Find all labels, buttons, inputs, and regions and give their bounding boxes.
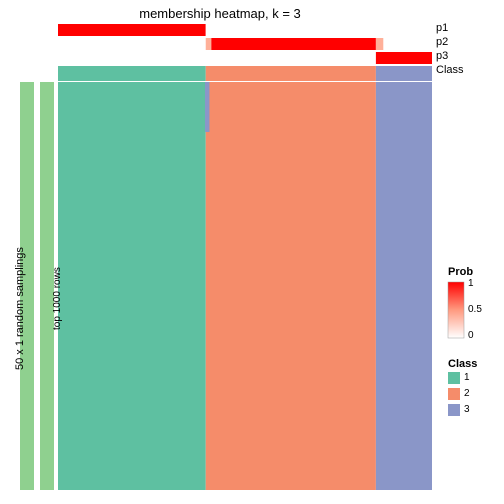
legend-prob-title: Prob (448, 266, 473, 278)
legend-class-swatch (448, 372, 460, 384)
heatmap-svg (0, 0, 504, 504)
annot-label-class: Class (436, 64, 464, 76)
legend-prob-tick-05: 0.5 (468, 304, 482, 315)
legend-class-title: Class (448, 358, 477, 370)
legend-class-swatch (448, 388, 460, 400)
annot-label-p1: p1 (436, 22, 448, 34)
outer-left-axis-label: 50 x 1 random samplings (14, 247, 26, 370)
legend-prob-tick-0: 0 (468, 330, 474, 341)
legend-class-label: 2 (464, 388, 470, 399)
legend-prob-tick-1: 1 (468, 278, 474, 289)
legend-class-label: 3 (464, 404, 470, 415)
annot-label-p3: p3 (436, 50, 448, 62)
inner-left-axis-label: top 1000 rows (52, 267, 63, 330)
legend-class-swatch (448, 404, 460, 416)
legend-class-label: 1 (464, 372, 470, 383)
annot-label-p2: p2 (436, 36, 448, 48)
